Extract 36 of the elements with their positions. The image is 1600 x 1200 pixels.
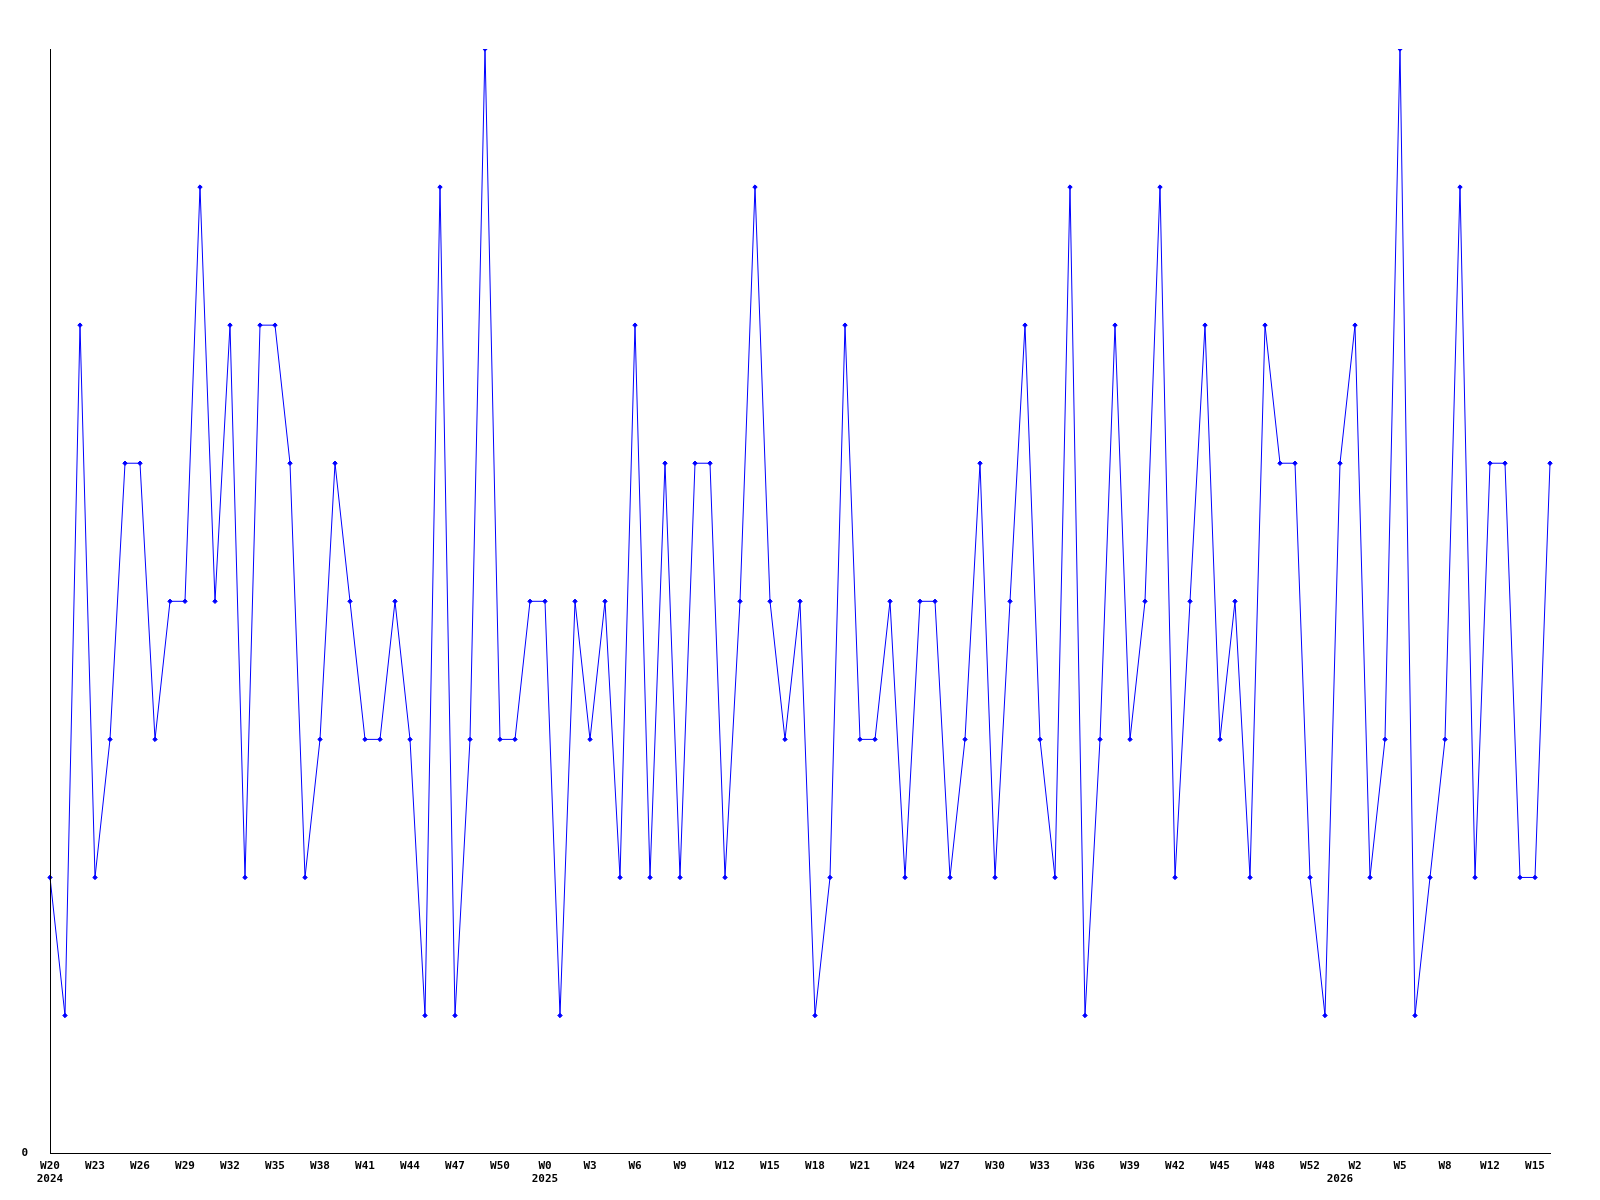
x-tick-label: W47 [445,1159,465,1173]
x-tick-label: W0 2025 [531,1159,559,1186]
x-tick-label: W42 [1165,1159,1185,1173]
x-tick-label: W41 [355,1159,376,1173]
x-tick-label: W12 [715,1159,735,1173]
x-tick-label: W32 [220,1159,240,1173]
x-tick-label: W35 [265,1159,285,1173]
x-tick-label: W15 [1525,1159,1545,1173]
x-tick-label: W20 2024 [36,1159,64,1186]
x-tick-label: W23 [85,1159,105,1173]
x-tick-label: W12 [1480,1159,1500,1173]
x-tick-label: W8 [1438,1159,1452,1173]
x-tick-label: W27 [940,1159,960,1173]
x-tick-label: W5 [1393,1159,1407,1173]
x-tick-label: W44 [400,1159,421,1173]
x-tick-label: W15 [760,1159,780,1173]
x-tick-label: W29 [175,1159,195,1173]
x-tick-label: W2 [1348,1159,1362,1173]
x-tick-label: W52 [1300,1159,1320,1173]
x-tick-label: W50 [490,1159,510,1173]
x-tick-label: W33 [1030,1159,1050,1173]
x-tick-label: W30 [985,1159,1005,1173]
x-tick-label: W21 [850,1159,871,1173]
x-tick-label: 2026 [1326,1172,1354,1186]
x-tick-label: W39 [1120,1159,1140,1173]
x-tick-label: W18 [805,1159,825,1173]
x-tick-label: W24 [895,1159,916,1173]
x-tick-label: W3 [583,1159,597,1173]
x-tick-label: W36 [1075,1159,1096,1173]
text: 0 [21,1146,28,1160]
x-tick-label: W45 [1210,1159,1230,1173]
x-tick-label: W26 [130,1159,151,1173]
x-tick-label: W6 [628,1159,642,1173]
x-tick-label: W48 [1255,1159,1275,1173]
x-tick-label: W38 [310,1159,330,1173]
x-tick-label: W9 [673,1159,687,1173]
